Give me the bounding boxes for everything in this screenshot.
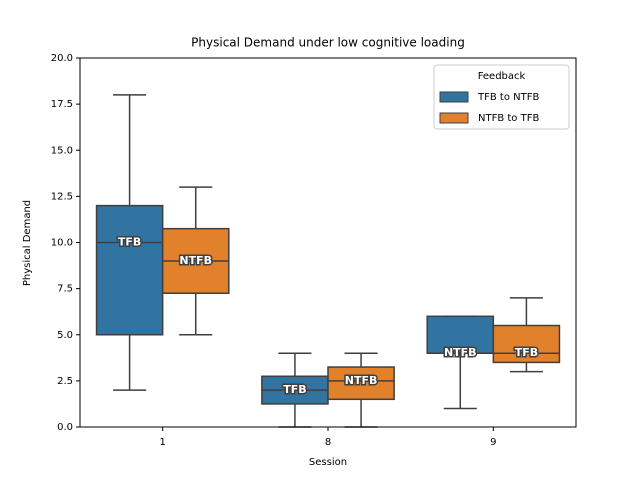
legend-swatch: [439, 91, 469, 103]
box-label: TFB: [515, 346, 538, 359]
x-tick-label: 9: [490, 437, 496, 448]
box-label: NTFB: [345, 374, 378, 387]
y-tick-label: 15.0: [51, 145, 73, 156]
box-label: NTFB: [444, 346, 477, 359]
y-tick-label: 12.5: [51, 191, 73, 202]
box: [492, 324, 561, 364]
box: [95, 204, 164, 336]
y-tick-label: 10.0: [51, 238, 73, 249]
y-tick-label: 0.0: [57, 422, 73, 433]
x-axis-label: Session: [309, 457, 347, 468]
chart-title: Physical Demand under low cognitive load…: [191, 36, 465, 50]
legend-label: NTFB to TFB: [478, 113, 539, 124]
y-tick-label: 20.0: [51, 53, 73, 64]
legend-title: Feedback: [478, 71, 526, 82]
y-tick-label: 5.0: [57, 330, 73, 341]
box: [327, 366, 395, 401]
y-tick-label: 2.5: [57, 376, 73, 387]
legend-label: TFB to NTFB: [477, 92, 539, 103]
x-tick-label: 8: [325, 437, 331, 448]
y-tick-label: 17.5: [51, 99, 73, 110]
box-label: TFB: [118, 236, 141, 249]
plot-frame: [79, 57, 577, 428]
box-label: NTFB: [179, 254, 212, 267]
x-tick-label: 1: [159, 437, 165, 448]
y-axis-label: Physical Demand: [22, 200, 33, 286]
y-tick-label: 7.5: [57, 284, 73, 295]
box-label: TFB: [283, 383, 306, 396]
legend-swatch: [439, 112, 469, 124]
